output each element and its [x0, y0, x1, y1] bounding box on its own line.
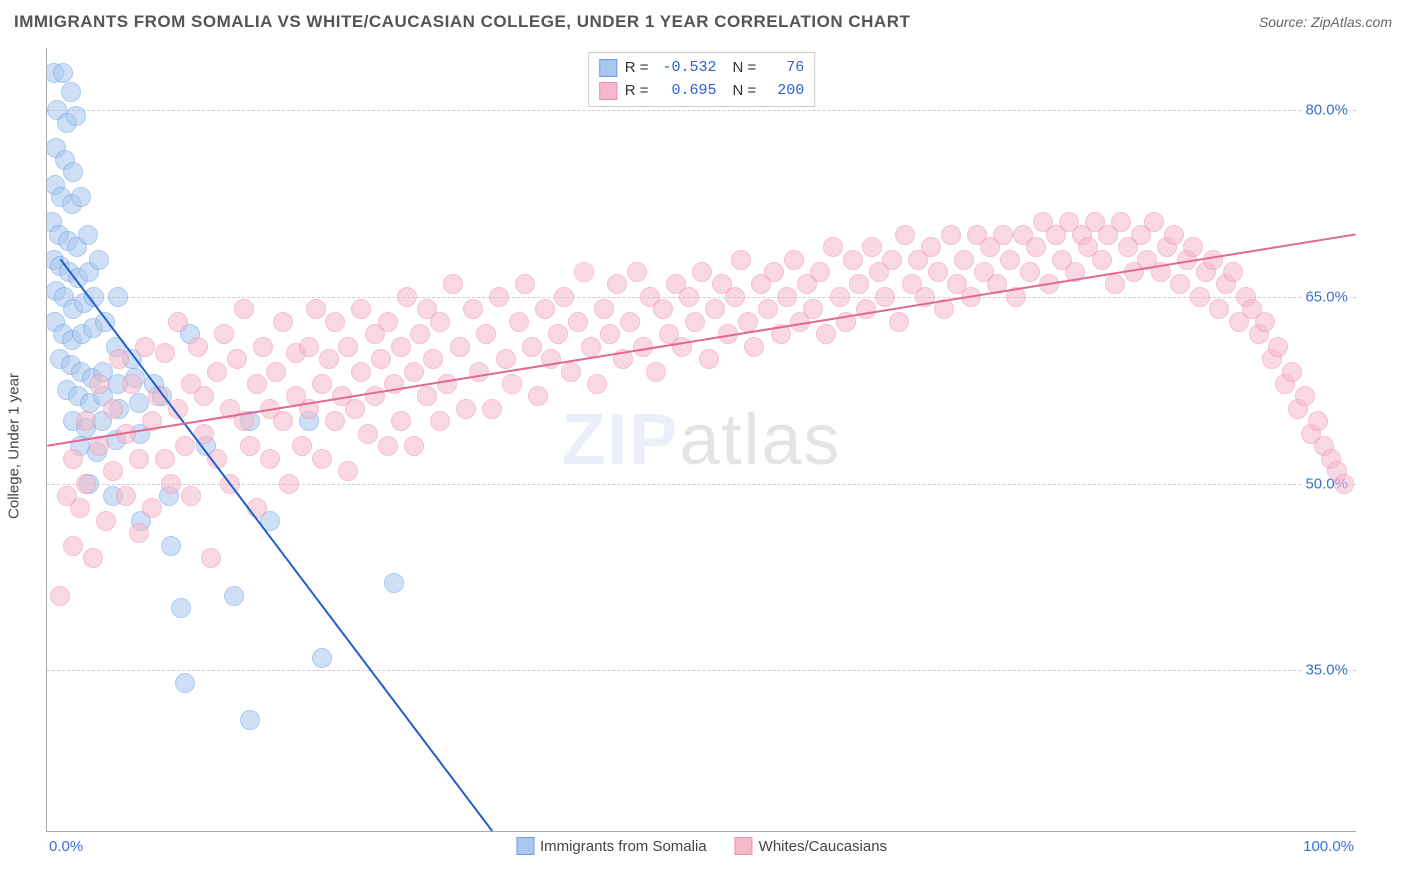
legend-swatch — [516, 837, 534, 855]
regression-lines — [47, 48, 1356, 831]
x-axis-max-label: 100.0% — [1303, 838, 1354, 855]
legend-swatch — [735, 837, 753, 855]
legend-label: Whites/Caucasians — [759, 838, 887, 855]
x-axis-min-label: 0.0% — [49, 838, 83, 855]
y-axis-title: College, Under 1 year — [6, 373, 23, 519]
plot-area: 35.0%50.0%65.0%80.0% ZIPatlas R =-0.532N… — [46, 48, 1356, 832]
chart-title: IMMIGRANTS FROM SOMALIA VS WHITE/CAUCASI… — [14, 12, 910, 32]
bottom-legend: Immigrants from Somalia Whites/Caucasians — [516, 837, 887, 855]
legend-item: Immigrants from Somalia — [516, 837, 707, 855]
regression-line — [47, 234, 1355, 445]
legend-item: Whites/Caucasians — [735, 837, 887, 855]
source-label: Source: ZipAtlas.com — [1259, 14, 1392, 30]
regression-line — [60, 259, 492, 831]
legend-label: Immigrants from Somalia — [540, 838, 707, 855]
